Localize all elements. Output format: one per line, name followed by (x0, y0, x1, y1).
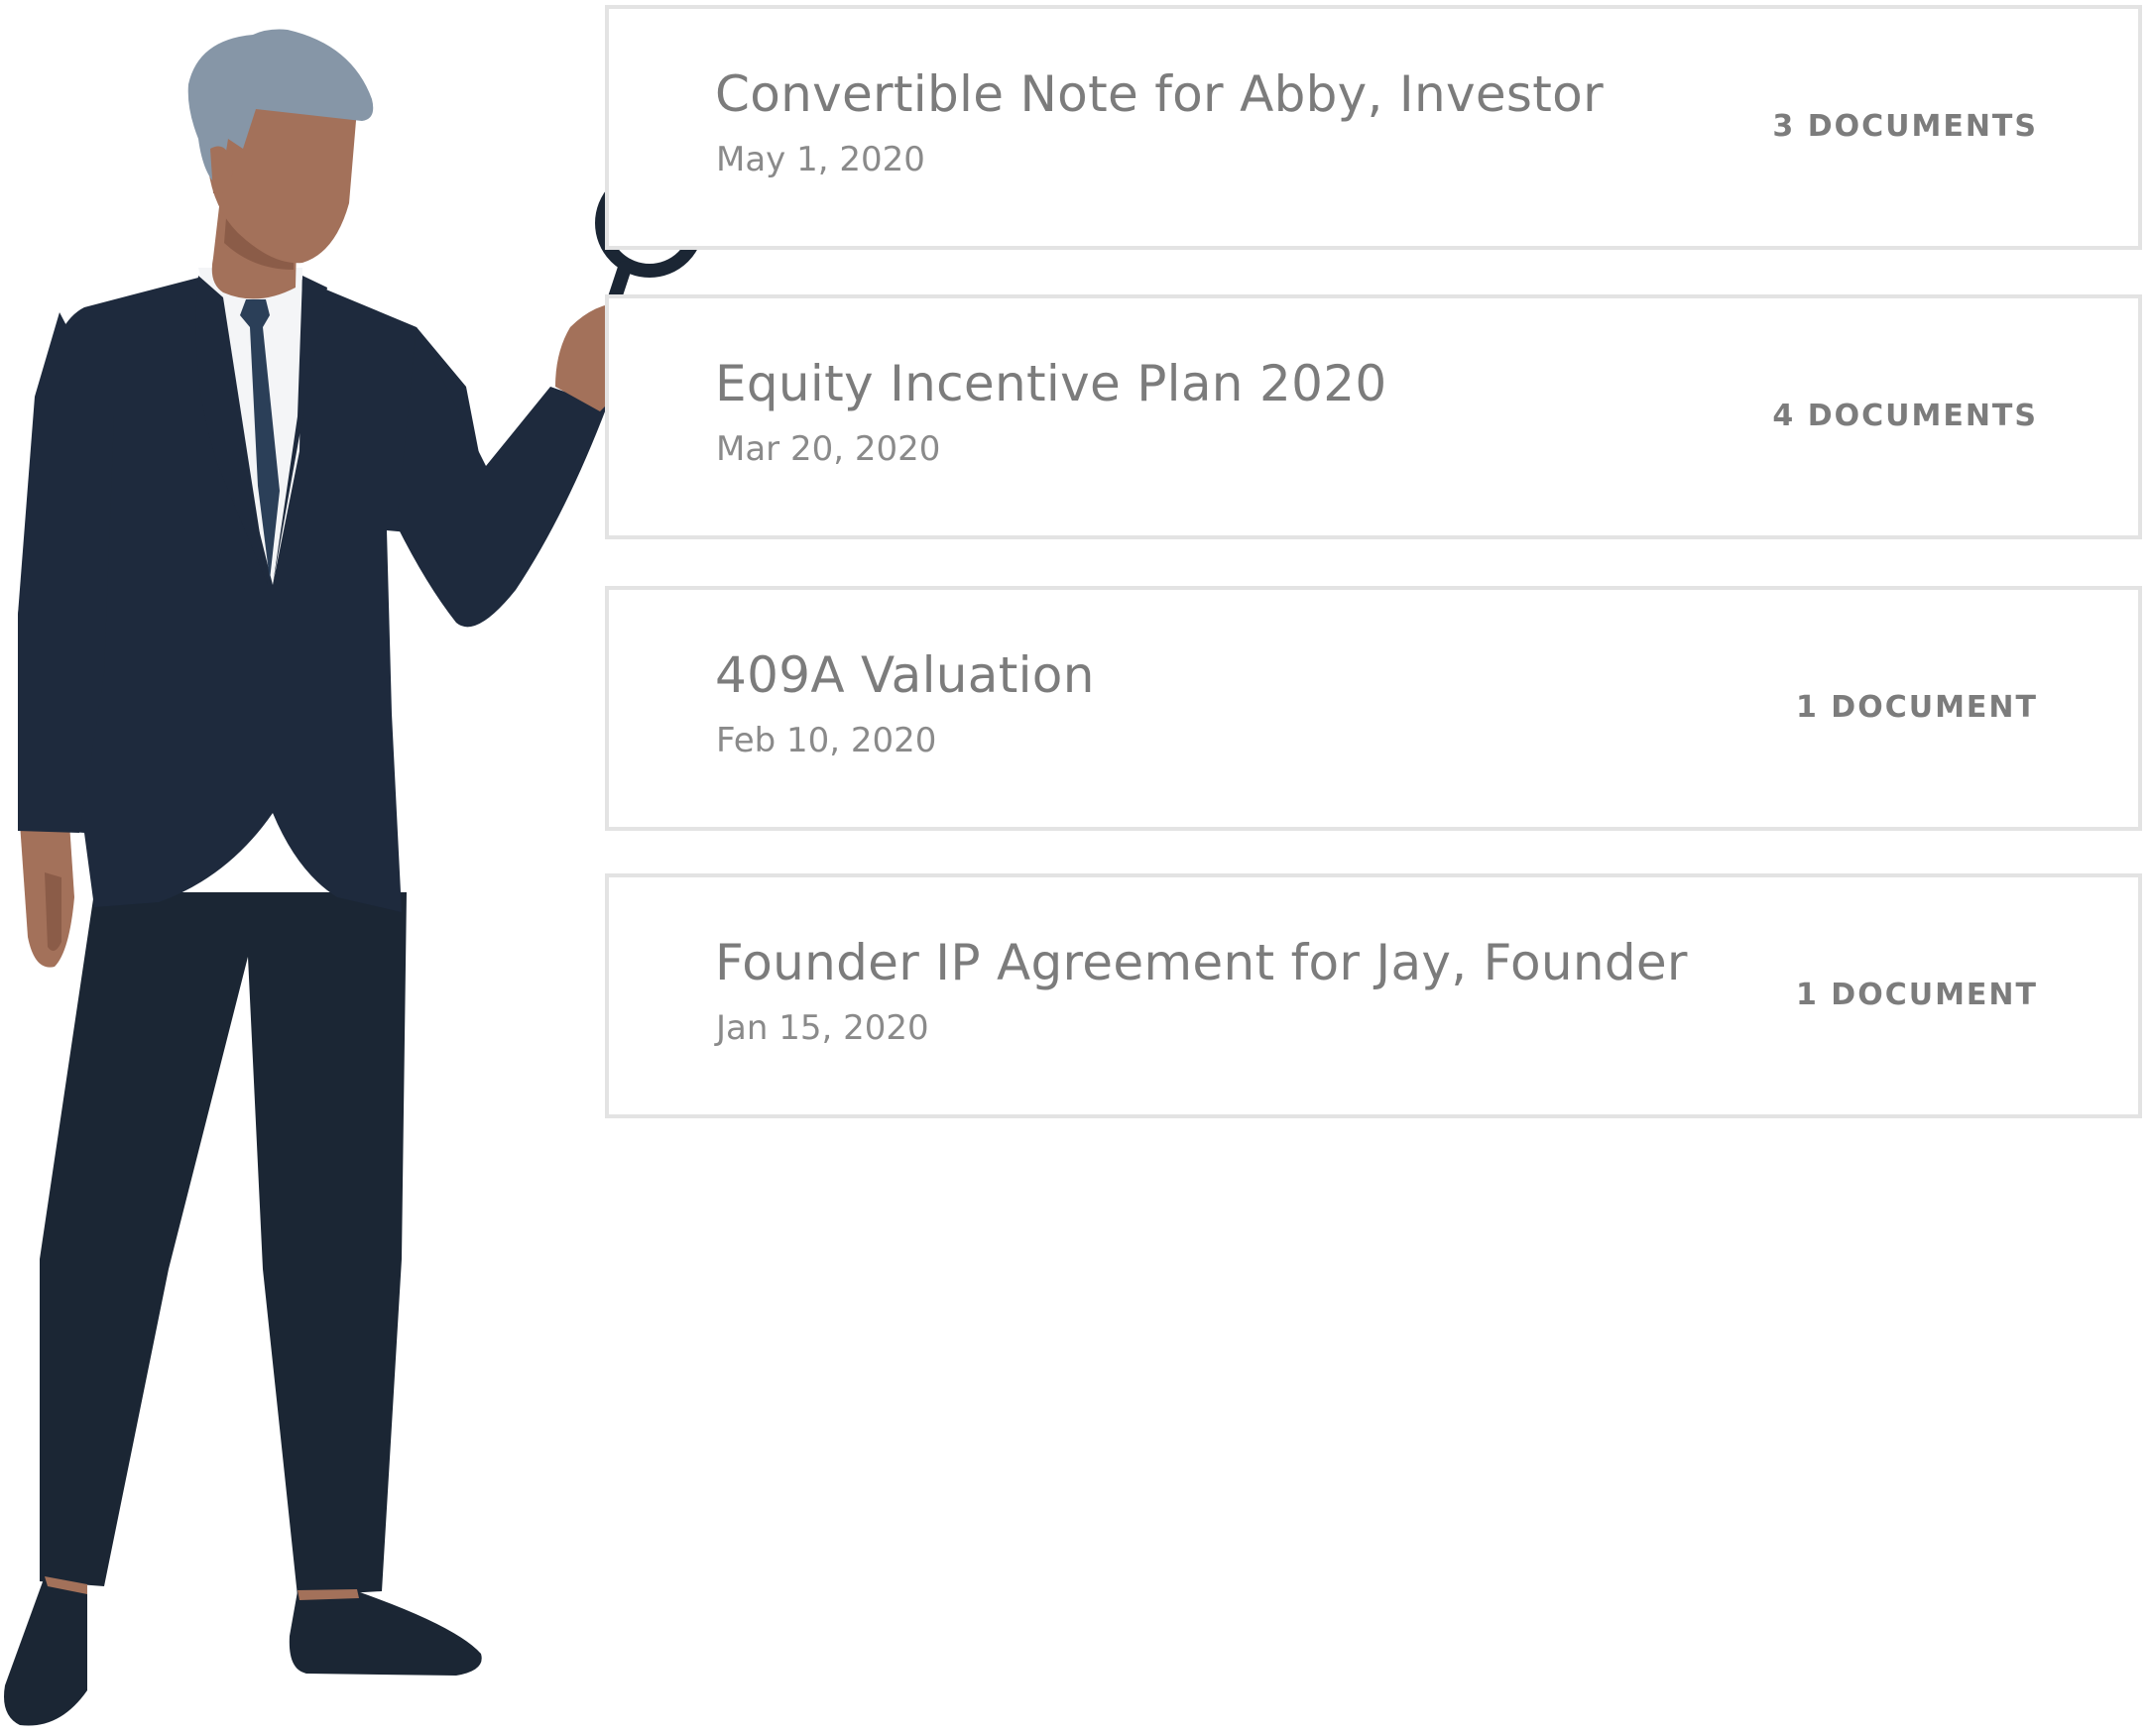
right-shoe (289, 1591, 482, 1676)
document-count: 4 DOCUMENTS (1772, 399, 2038, 433)
right-sleeve (397, 327, 607, 628)
document-title: Convertible Note for Abby, Investor (715, 65, 1604, 123)
document-card-founder-ip-agreement[interactable]: Founder IP Agreement for Jay, Founder Ja… (605, 873, 2142, 1118)
document-date: Jan 15, 2020 (716, 1008, 929, 1048)
ear (210, 146, 233, 194)
right-lapel (273, 276, 327, 585)
document-title: Equity Incentive Plan 2020 (715, 355, 1387, 412)
document-date: Feb 10, 2020 (716, 721, 937, 760)
document-count: 1 DOCUMENT (1795, 690, 2038, 725)
left-shoe (4, 1576, 87, 1726)
document-title: 409A Valuation (715, 646, 1095, 704)
left-ankle (45, 1576, 87, 1594)
person-searching-icon (4, 29, 704, 1726)
left-hand-shadow (45, 872, 61, 951)
tie (240, 299, 280, 580)
document-date: Mar 20, 2020 (716, 429, 941, 469)
hair (187, 29, 374, 188)
document-card-409a-valuation[interactable]: 409A Valuation Feb 10, 2020 1 DOCUMENT (605, 586, 2142, 831)
suit-jacket (18, 278, 496, 912)
document-count: 1 DOCUMENT (1795, 978, 2038, 1012)
left-sleeve (18, 312, 114, 833)
left-lapel (195, 276, 268, 585)
document-card-equity-incentive-plan[interactable]: Equity Incentive Plan 2020 Mar 20, 2020 … (605, 294, 2142, 539)
document-card-convertible-note[interactable]: Convertible Note for Abby, Investor May … (605, 5, 2142, 250)
person-illustration (0, 0, 714, 1736)
document-title: Founder IP Agreement for Jay, Founder (715, 934, 1688, 991)
left-leg (40, 892, 407, 1596)
document-count: 3 DOCUMENTS (1772, 109, 2038, 144)
right-ankle (298, 1589, 359, 1600)
document-date: May 1, 2020 (716, 140, 925, 179)
